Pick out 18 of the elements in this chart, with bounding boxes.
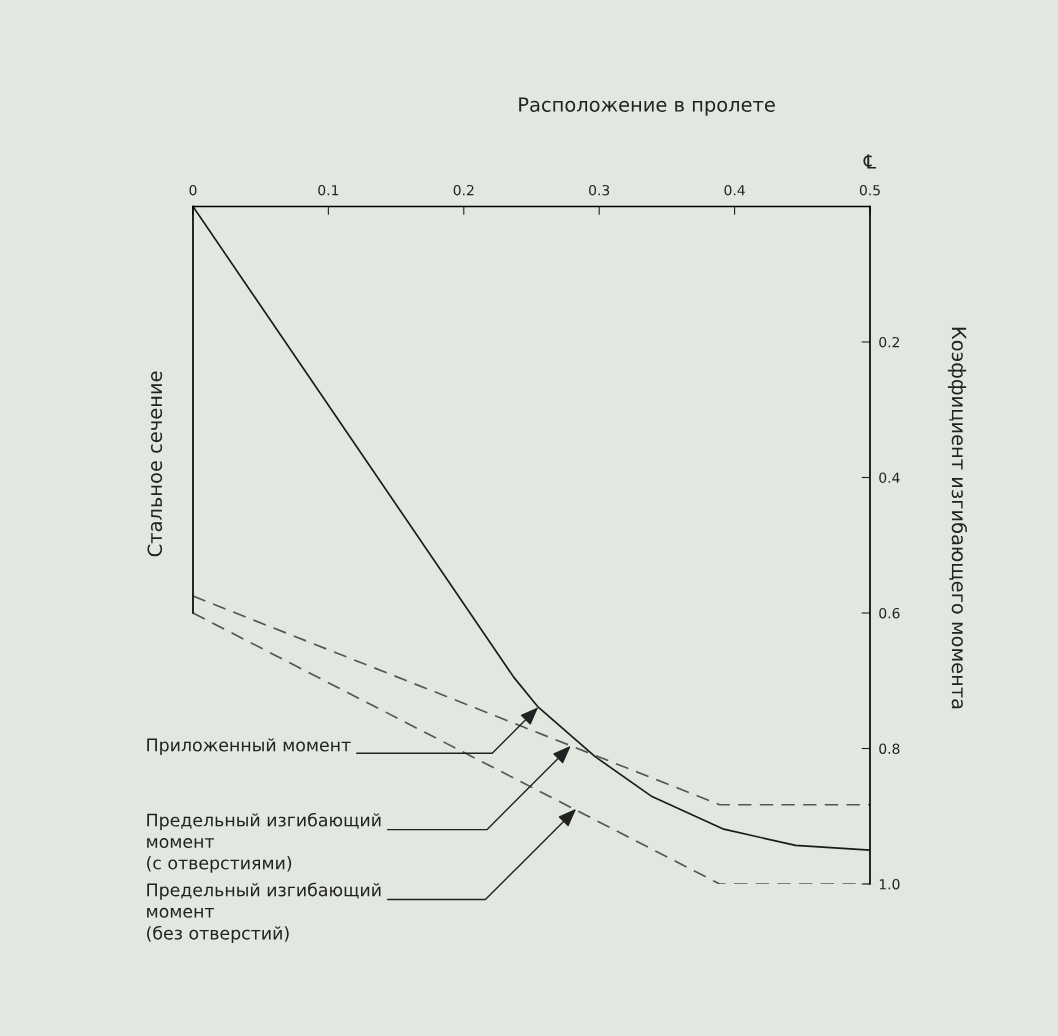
- y-axis-title: Стальное сечение: [147, 371, 163, 557]
- y-tick-label: 0.8: [879, 743, 900, 754]
- annotation: Предельный изгибающий момент (без отверстий): [147, 882, 381, 943]
- x-tick-label: 0: [189, 184, 197, 196]
- x-tick-label: 0.1: [318, 184, 339, 196]
- y-tick-label: 0.6: [879, 607, 900, 619]
- y-tick-label: 0.4: [879, 472, 900, 483]
- y-tick-label: 0.2: [879, 336, 900, 348]
- x-tick-label: 0.3: [589, 184, 610, 196]
- x-tick-label: 0.5: [859, 184, 880, 196]
- x-tick-label: 0.2: [453, 184, 474, 196]
- annotation: Приложенный момент: [147, 738, 351, 755]
- x-axis-title: Расположение в пролете: [519, 97, 775, 116]
- y2-axis-title: Коэффициент изгибающего момента: [947, 327, 968, 709]
- x-tick-label: 0.4: [724, 184, 745, 196]
- y-tick-label: 1.0: [879, 878, 900, 890]
- annotation: Предельный изгибающий момент (с отверстиями): [147, 812, 381, 873]
- text: ℄: [863, 154, 877, 169]
